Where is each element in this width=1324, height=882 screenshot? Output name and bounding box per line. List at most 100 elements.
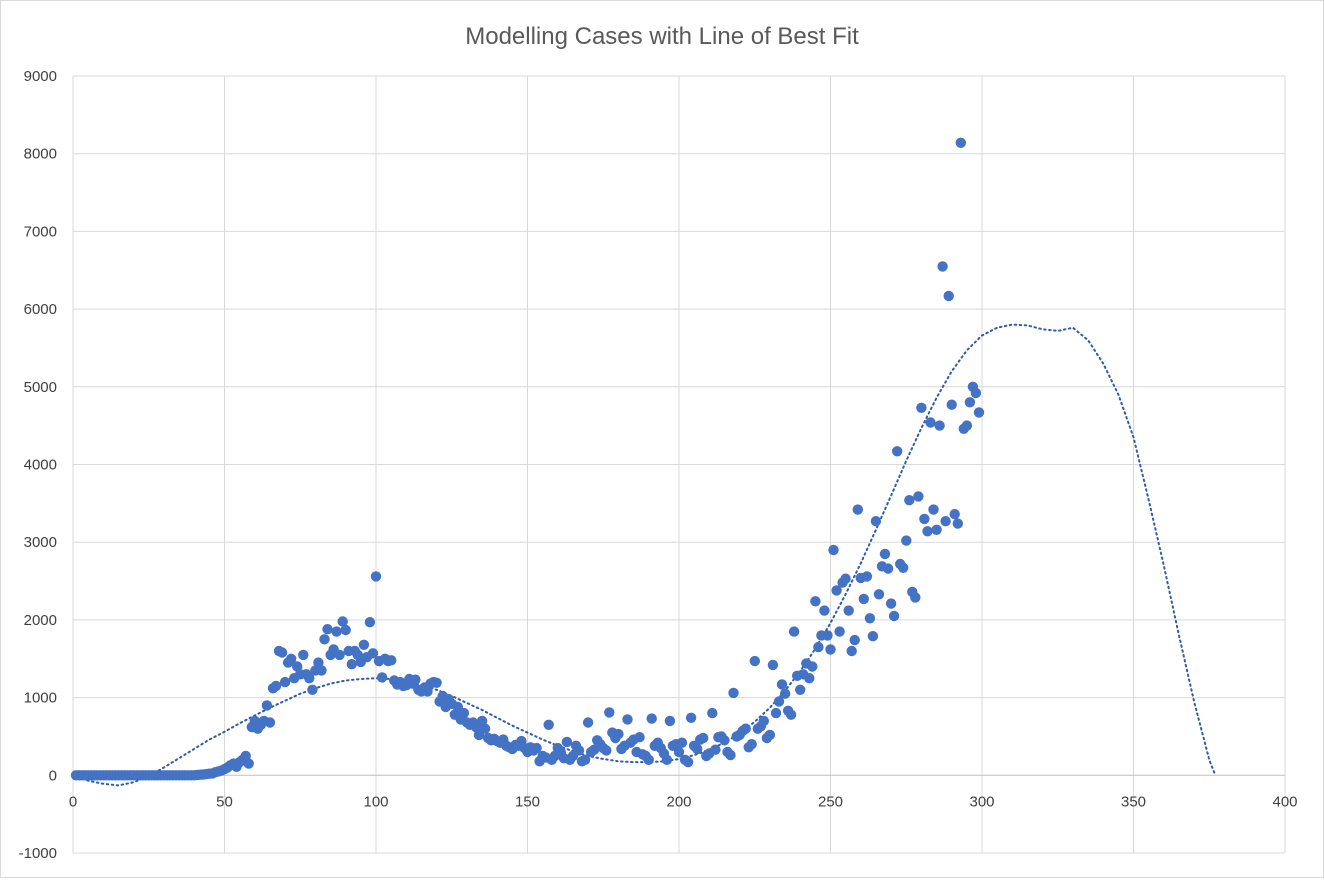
data-point: [370, 571, 382, 582]
data-point: [773, 696, 785, 707]
data-point: [367, 648, 379, 659]
data-point: [622, 714, 633, 725]
data-point: [937, 261, 948, 272]
data-point: [776, 679, 788, 690]
data-point: [840, 573, 851, 584]
data-point: [307, 684, 318, 695]
data-point: [685, 712, 697, 723]
data-point: [676, 737, 688, 748]
data-point: [788, 626, 800, 637]
data-point: [916, 402, 927, 413]
data-point: [764, 729, 776, 741]
data-point: [410, 674, 421, 685]
data-point: [904, 495, 915, 506]
data-point: [879, 548, 891, 560]
data-point: [795, 684, 806, 695]
data-point: [828, 544, 839, 556]
data-point: [634, 732, 645, 743]
data-point: [885, 598, 897, 609]
y-tick-label: 5000: [24, 379, 57, 396]
data-point: [458, 707, 470, 719]
data-points: [70, 137, 985, 781]
data-point: [746, 739, 757, 750]
y-tick-label: 7000: [24, 223, 57, 240]
data-point: [692, 743, 703, 755]
data-point: [858, 593, 869, 605]
data-point: [813, 641, 824, 653]
data-point: [943, 290, 954, 302]
data-point: [973, 407, 985, 418]
data-point: [740, 723, 751, 734]
data-point: [961, 420, 973, 431]
data-point: [898, 562, 909, 573]
x-tick-label: 50: [216, 793, 233, 810]
data-point: [661, 754, 673, 765]
data-point: [543, 719, 554, 730]
data-point: [322, 624, 333, 635]
data-point: [861, 571, 873, 582]
data-point: [719, 735, 730, 746]
data-point: [934, 420, 945, 431]
data-point: [601, 745, 612, 756]
data-point: [864, 613, 876, 624]
data-point: [479, 723, 491, 734]
data-point: [870, 516, 882, 527]
data-point: [901, 535, 912, 546]
data-point: [928, 504, 939, 515]
data-point: [810, 596, 821, 607]
data-point: [364, 617, 376, 628]
y-tick-label: 9000: [24, 68, 57, 85]
data-point: [286, 653, 297, 664]
data-point: [646, 713, 657, 724]
data-point: [319, 634, 330, 645]
data-point: [422, 686, 433, 697]
data-point: [673, 746, 685, 758]
trendline-layer: [72, 323, 1217, 787]
y-tick-label: 6000: [24, 301, 57, 318]
data-point: [940, 516, 951, 527]
data-point: [913, 491, 924, 502]
data-point: [749, 655, 760, 667]
data-point: [834, 626, 845, 637]
trendline: [72, 323, 1217, 787]
data-point: [358, 639, 370, 650]
data-point: [643, 754, 654, 765]
data-point: [831, 585, 842, 596]
x-tick-label: 350: [1121, 793, 1146, 810]
y-tick-label: -1000: [19, 845, 57, 862]
x-tick-label: 250: [818, 793, 843, 810]
data-point: [264, 717, 276, 728]
data-point: [849, 634, 860, 646]
data-point: [770, 707, 782, 719]
data-point: [386, 655, 397, 666]
data-point: [313, 657, 324, 668]
data-point: [261, 700, 273, 711]
data-point: [819, 605, 830, 616]
data-point: [304, 673, 315, 684]
data-point: [340, 624, 351, 636]
data-point: [825, 644, 836, 655]
data-point: [919, 513, 930, 525]
data-point: [888, 610, 900, 622]
data-point: [785, 709, 797, 720]
data-point: [964, 397, 976, 408]
data-point: [922, 526, 933, 537]
data-point: [292, 661, 303, 672]
data-point: [279, 676, 291, 688]
data-point: [758, 715, 769, 727]
data-point: [531, 742, 542, 754]
y-tick-label: 8000: [24, 146, 57, 163]
data-point: [931, 524, 942, 535]
data-point: [804, 673, 815, 684]
data-point: [334, 649, 345, 661]
x-tick-label: 400: [1272, 793, 1297, 810]
data-point: [682, 756, 694, 768]
data-point: [561, 736, 573, 748]
data-point: [725, 749, 736, 761]
data-point: [346, 659, 357, 670]
data-point: [376, 672, 388, 683]
y-tick-label: 4000: [24, 457, 57, 474]
x-tick-label: 100: [363, 793, 388, 810]
data-point: [337, 616, 348, 627]
